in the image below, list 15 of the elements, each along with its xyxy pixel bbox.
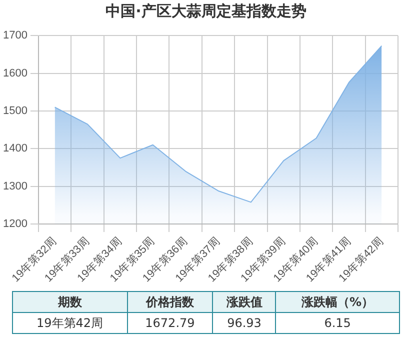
y-tick-label: 1400	[2, 142, 28, 155]
y-tick-label: 1600	[2, 67, 28, 80]
text: 期数	[12, 292, 128, 312]
y-tick-label: 1500	[2, 105, 28, 118]
y-tick-label: 1700	[2, 30, 28, 42]
text: 96.93	[212, 312, 276, 334]
text: 19年第42周	[12, 312, 128, 334]
y-tick-label: 1300	[2, 180, 28, 192]
text: 6.15	[276, 312, 400, 334]
text: 涨跌值	[212, 292, 276, 312]
text: 涨跌幅（%）	[276, 292, 400, 312]
chart-title: 中国·产区大蒜周定基指数走势	[104, 2, 308, 21]
y-tick-label: 1200	[2, 218, 28, 230]
text: 1672.79	[127, 312, 213, 334]
text: 价格指数	[127, 292, 213, 312]
